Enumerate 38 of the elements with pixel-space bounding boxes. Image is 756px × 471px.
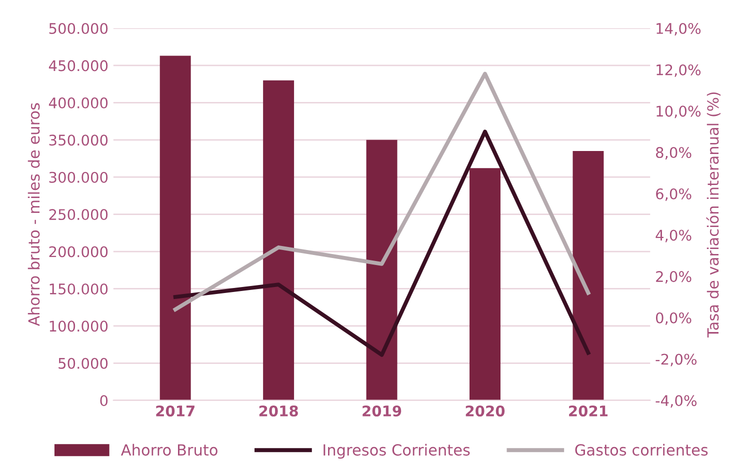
x-tick-label: 2017 xyxy=(156,405,194,416)
y-tick-label: 350.000 xyxy=(49,134,108,146)
x-tick-label: 2019 xyxy=(362,405,402,416)
y-tick-label: 100.000 xyxy=(50,320,108,332)
bar xyxy=(366,140,398,400)
y-tick-label: 450.000 xyxy=(48,60,108,72)
y2-axis-title: Tasa de variación interanual (%) xyxy=(706,92,721,338)
y-tick-label: 250.000 xyxy=(49,209,108,220)
y2-tick-label: 8,0% xyxy=(656,147,692,160)
x-tick-label: 2018 xyxy=(259,405,298,416)
legend-label: Gastos corrientes xyxy=(575,444,708,456)
y2-tick-label: 14,0% xyxy=(656,22,701,36)
y2-tick-label: 6,0% xyxy=(656,188,692,201)
y2-tick-label: -2,0% xyxy=(656,354,697,366)
line-series xyxy=(173,130,590,357)
bar xyxy=(572,151,604,400)
y-tick-label: 500.000 xyxy=(49,22,108,34)
y2-tick-label: 2,0% xyxy=(656,271,692,284)
y2-tick-label: 10,0% xyxy=(656,106,701,118)
line-series xyxy=(173,72,590,312)
bar xyxy=(160,56,191,400)
y-tick-label: 200.000 xyxy=(49,246,108,258)
y-tick-label: 0 xyxy=(100,395,108,406)
x-tick-label: 2021 xyxy=(569,405,608,416)
y-axis-title: Ahorro bruto - miles de euros xyxy=(28,103,40,326)
y-tick-label: 400.000 xyxy=(48,97,108,108)
legend-label: Ahorro Bruto xyxy=(120,444,218,456)
y-tick-label: 50.000 xyxy=(58,358,108,369)
y2-tick-label: -4,0% xyxy=(656,395,697,408)
bar xyxy=(263,80,294,400)
y2-tick-label: 0,0% xyxy=(656,312,692,325)
y2-tick-label: 4,0% xyxy=(656,230,692,242)
bar xyxy=(470,168,500,400)
y2-tick-label: 12,0% xyxy=(656,64,701,77)
y-tick-label: 150.000 xyxy=(50,283,108,294)
x-tick-label: 2020 xyxy=(466,405,505,416)
legend-label: Ingresos Corrientes xyxy=(324,444,470,459)
y-tick-label: 300.000 xyxy=(49,172,108,183)
